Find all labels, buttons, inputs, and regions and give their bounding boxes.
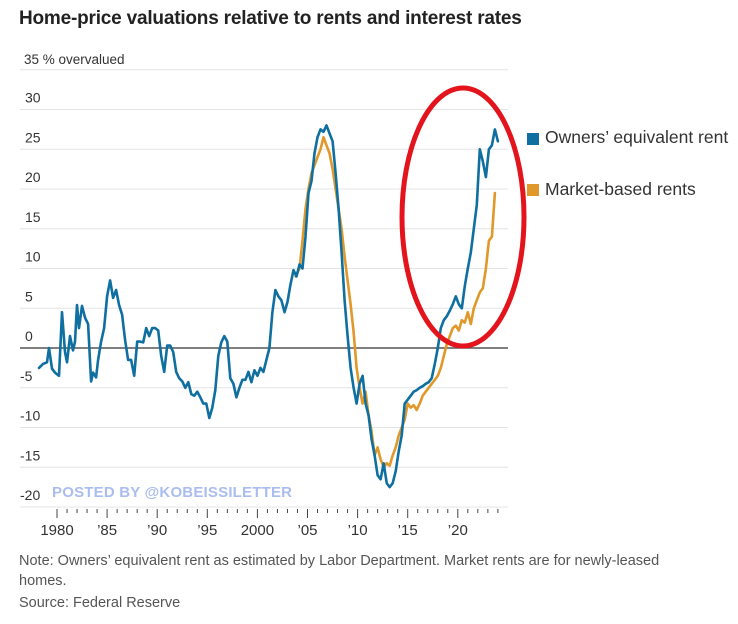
y-axis-ticks: 30 25 20 15 10 5 0 -5 -10 -15 -20 [20, 90, 41, 504]
y-tick-label: 0 [25, 328, 33, 344]
y-tick-label: 20 [25, 169, 41, 185]
footnote-note-line2: homes. [19, 573, 67, 589]
x-tick-label: ’15 [398, 522, 418, 539]
y-tick-label: -15 [20, 447, 40, 463]
footnote-source: Source: Federal Reserve [19, 595, 181, 611]
x-tick-label: 2000 [241, 522, 274, 539]
x-axis: 1980 ’85 ’90 ’95 2000 ’05 ’10 ’15 ’20 [40, 509, 499, 539]
series-lines [37, 124, 500, 489]
legend-swatch-market-based-rents [527, 184, 539, 196]
x-tick-label: ’85 [97, 522, 117, 539]
y-tick-label: -20 [20, 487, 40, 503]
chart-title: Home-price valuations relative to rents … [19, 8, 522, 29]
legend-label-market-based-rents: Market-based rents [545, 179, 696, 199]
x-tick-label: ’05 [297, 522, 317, 539]
x-tick-label: ’10 [348, 522, 368, 539]
series-line-market-based-rents [294, 136, 497, 469]
x-tick-label: 1980 [40, 522, 73, 539]
watermark: POSTED BY @KOBEISSILETTER [52, 484, 293, 501]
y-tick-label: 10 [25, 249, 41, 265]
series-line-owners-equivalent-rent [37, 124, 500, 489]
y-axis-unit-label: 35 % overvalued [24, 52, 125, 67]
y-tick-label: 25 [25, 129, 41, 145]
highlight-ellipse-annotation [399, 85, 527, 349]
x-tick-label: ’90 [147, 522, 167, 539]
y-tick-label: -10 [20, 408, 40, 424]
x-tick-label: ’95 [197, 522, 217, 539]
gridlines [20, 69, 508, 508]
x-tick-label: ’20 [448, 522, 468, 539]
legend-label-owners-equivalent-rent: Owners’ equivalent rent [545, 127, 729, 147]
y-tick-label: 30 [25, 90, 41, 106]
legend-swatch-owners-equivalent-rent [527, 133, 539, 145]
y-tick-label: 5 [25, 288, 33, 304]
y-tick-label: 15 [25, 209, 41, 225]
footnote-note-line1: Note: Owners’ equivalent rent as estimat… [19, 553, 660, 569]
y-tick-label: -5 [20, 368, 33, 384]
